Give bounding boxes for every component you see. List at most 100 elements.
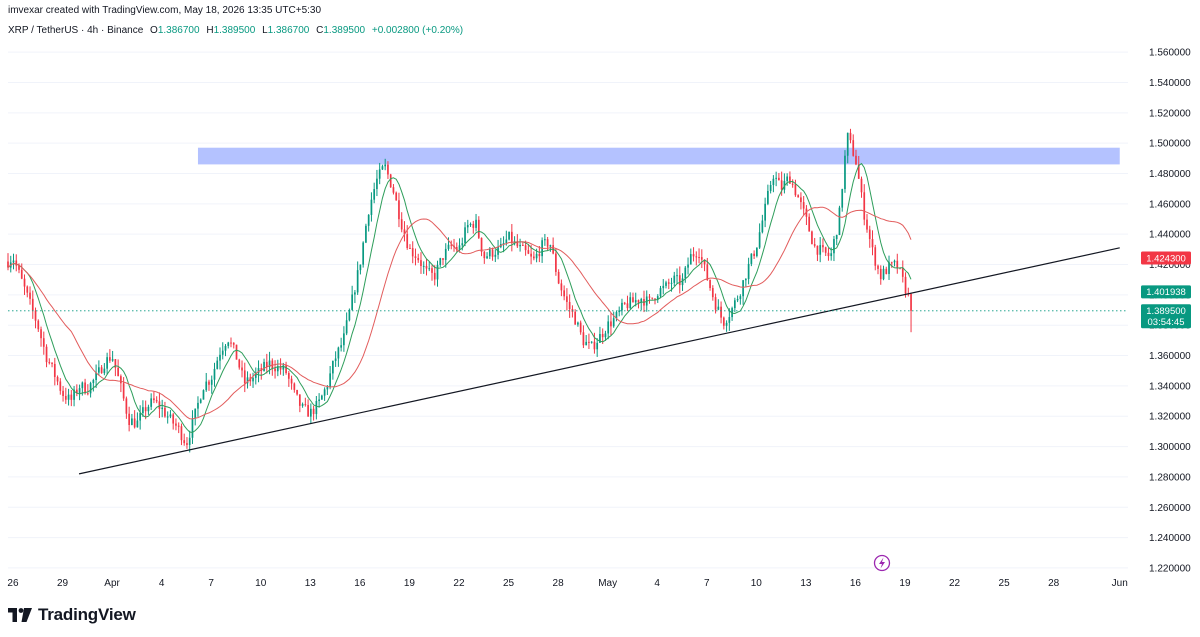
candle-body: [166, 416, 169, 418]
candle-body: [786, 176, 789, 181]
candle-body: [510, 231, 513, 244]
candle-body: [623, 302, 626, 304]
candle-body: [654, 298, 656, 300]
time-axis[interactable]: 26 29 Apr 4 7 10 13 16 19 22 25 28 May 4 7 10 13 16 19 22 25…: [7, 578, 1127, 589]
candle-body: [42, 338, 45, 347]
price-tick-label: 1.500000: [1149, 139, 1191, 150]
candle-body: [403, 229, 406, 235]
candle-body: [199, 399, 202, 403]
candle-body: [678, 275, 681, 286]
candle-body: [293, 383, 296, 390]
candle-body: [475, 219, 477, 228]
candle-body: [890, 262, 893, 264]
candle-body: [689, 254, 692, 265]
candle-body: [816, 245, 819, 255]
candle-body: [904, 276, 907, 294]
candle-body: [389, 174, 392, 188]
candle-body: [243, 370, 246, 384]
candle-body: [827, 252, 830, 257]
candle-body: [180, 426, 183, 441]
candle-body: [329, 373, 331, 388]
candle-body: [610, 321, 612, 327]
time-tick-label: 13: [305, 578, 317, 589]
candle-body: [778, 177, 780, 181]
candle-body: [612, 318, 615, 327]
candle-body: [365, 225, 367, 243]
candle-body: [568, 301, 571, 309]
high-label: H: [206, 25, 214, 36]
candle-body: [276, 366, 279, 372]
time-tick-label: Apr: [104, 578, 120, 589]
candle-body: [750, 253, 753, 264]
candle-body: [205, 381, 208, 391]
candle-body: [841, 189, 844, 208]
candle-body: [700, 257, 703, 260]
price-tick-label: 1.320000: [1149, 412, 1191, 423]
lightning-icon[interactable]: [873, 554, 891, 572]
candle-body: [472, 223, 475, 228]
candle-body: [662, 285, 665, 289]
candle-body: [530, 253, 532, 257]
candle-body: [381, 166, 384, 170]
candle-body: [15, 260, 18, 266]
candle-body: [265, 361, 268, 368]
candle-body: [155, 400, 158, 402]
candle-body: [910, 294, 912, 311]
candle-body: [585, 341, 588, 346]
time-tick-label: 22: [453, 578, 465, 589]
candle-body: [618, 310, 621, 313]
time-tick-label: 10: [255, 578, 267, 589]
candle-body: [210, 379, 213, 385]
candle-body: [279, 366, 282, 370]
candle-body: [885, 268, 888, 274]
candle-body: [271, 360, 274, 369]
candle-body: [208, 381, 210, 385]
candle-body: [161, 407, 164, 409]
candle-body: [698, 257, 700, 259]
candle-body: [621, 302, 623, 311]
candle-body: [811, 231, 813, 245]
candle-body: [681, 278, 684, 286]
candle-body: [656, 296, 659, 300]
candle-body: [348, 309, 351, 321]
candle-body: [780, 180, 783, 190]
candle-body: [538, 253, 541, 257]
countdown-label: 03:54:45: [1148, 317, 1185, 328]
candle-body: [31, 298, 34, 311]
symbol-name[interactable]: XRP / TetherUS · 4h · Binance: [8, 25, 144, 36]
tradingview-brand[interactable]: TradingView: [8, 605, 136, 625]
time-tick-label: 4: [654, 578, 660, 589]
time-tick-label: 16: [850, 578, 862, 589]
candle-body: [717, 306, 720, 310]
candle-body: [508, 231, 510, 240]
candle-body: [7, 261, 9, 268]
candle-body: [109, 357, 111, 361]
candle-body: [202, 390, 205, 400]
candle-body: [287, 373, 290, 379]
price-tick-label: 1.560000: [1149, 48, 1191, 59]
candle-body: [48, 362, 51, 364]
candle-body: [332, 360, 334, 374]
candle-body: [321, 395, 323, 400]
time-tick-label: 25: [999, 578, 1011, 589]
candle-body: [838, 207, 841, 236]
price-tick-label: 1.420000: [1149, 260, 1191, 271]
candle-body: [901, 268, 904, 277]
candle-body: [136, 420, 139, 428]
time-tick-label: 26: [7, 578, 19, 589]
candle-body: [753, 253, 755, 257]
candle-body: [422, 265, 425, 267]
candle-body: [871, 239, 874, 248]
candle-body: [188, 437, 191, 445]
candle-body: [711, 288, 714, 298]
candle-body: [860, 178, 863, 193]
candle-body: [857, 164, 860, 179]
candle-body: [629, 297, 632, 309]
symbol-legend[interactable]: XRP / TetherUS · 4h · Binance O1.386700 …: [8, 25, 463, 36]
candle-body: [309, 408, 312, 417]
candle-body: [615, 312, 618, 319]
candle-body: [676, 275, 678, 277]
candle-body: [362, 242, 365, 265]
candle-body: [505, 239, 508, 243]
